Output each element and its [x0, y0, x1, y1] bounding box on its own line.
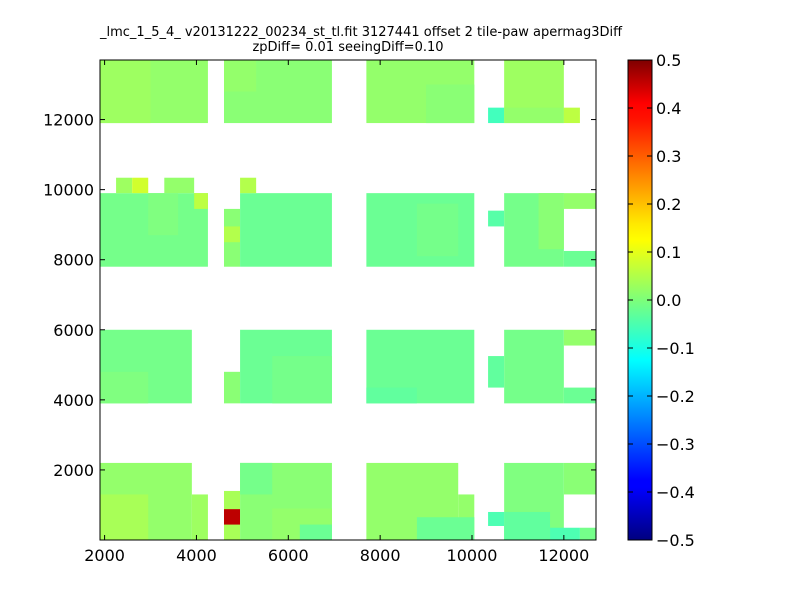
chart-title: _lmc_1_5_4_ v20131222_00234_st_tl.fit 31…	[100, 25, 623, 40]
heatmap-cell	[100, 60, 151, 124]
heatmap-cell	[504, 107, 564, 124]
x-tick-label: 6000	[268, 546, 309, 565]
colorbar-tick-label: −0.5	[656, 531, 695, 550]
heatmap-cell	[240, 193, 332, 267]
heatmap-cell	[416, 203, 459, 257]
colorbar-tick-label: 0.4	[656, 99, 681, 118]
y-tick-label: 12000	[43, 111, 94, 130]
heatmap-cell	[579, 527, 596, 540]
heatmap-cell	[240, 462, 273, 495]
y-axis: 2000 4000 6000 8000 10000 12000	[43, 111, 596, 480]
heatmap-cell	[504, 511, 551, 540]
colorbar-tick-label: −0.4	[656, 483, 695, 502]
heatmap-cell	[116, 177, 133, 194]
heatmap-cell	[194, 193, 208, 209]
heatmap-cell	[563, 329, 596, 346]
x-tick-label: 2000	[84, 546, 125, 565]
heatmap-cell	[240, 177, 257, 194]
heatmap-cell	[148, 193, 179, 236]
colorbar: 0.5 0.4 0.3 0.2 0.1 0.0 −0.1 −0.2 −0.3 −0.4 −0.5	[627, 51, 695, 550]
heatmap-cell	[563, 250, 596, 267]
x-axis: 2000 4000 6000 8000 10000 12000	[84, 60, 589, 565]
colorbar-tick-label: 0.2	[656, 195, 681, 214]
heatmap-cell	[550, 527, 580, 540]
y-tick-label: 2000	[53, 461, 94, 480]
heatmap-cell	[100, 494, 149, 540]
heatmap-cell	[426, 84, 475, 124]
heatmap-cell	[538, 193, 564, 250]
heatmap-cell	[224, 509, 241, 525]
chart-subtitle: zpDiff= 0.01 seeingDiff=0.10	[252, 40, 444, 55]
heatmap-cells	[100, 60, 596, 540]
colorbar-tick-label: −0.2	[656, 387, 695, 406]
heatmap-cell	[100, 371, 149, 404]
plot-border	[99, 59, 597, 541]
plot-frame	[99, 59, 597, 541]
heatmap-cell	[488, 210, 505, 227]
colorbar-tick-label: 0.5	[656, 51, 681, 70]
colorbar-tick-label: −0.3	[656, 435, 695, 454]
heatmap-cell	[272, 356, 332, 404]
heatmap-cell	[164, 177, 195, 194]
colorbar-tick-label: 0.0	[656, 291, 681, 310]
heatmap-cell	[563, 387, 596, 404]
heatmap-cell	[132, 177, 149, 194]
colorbar-tick-label: −0.1	[656, 339, 695, 358]
colorbar-tick-label: 0.3	[656, 147, 681, 166]
heatmap-cell	[488, 356, 505, 388]
heatmap-cell	[563, 107, 580, 124]
colorbar-tick-label: 0.1	[656, 243, 681, 262]
y-tick-label: 4000	[53, 391, 94, 410]
heatmap-cell	[224, 226, 241, 243]
heatmap-cell	[504, 329, 564, 404]
y-tick-label: 10000	[43, 181, 94, 200]
x-tick-label: 10000	[447, 546, 498, 565]
heatmap-cell	[488, 511, 505, 526]
heatmap-cell	[191, 494, 208, 540]
heatmap-cell	[224, 60, 257, 92]
heatmap-cell	[366, 387, 417, 404]
heatmap-cell	[224, 371, 241, 404]
y-tick-label: 6000	[53, 321, 94, 340]
heatmap-cell	[299, 524, 332, 540]
heatmap-cell	[488, 107, 505, 124]
heatmap-cell	[563, 193, 596, 209]
x-tick-label: 4000	[176, 546, 217, 565]
x-tick-label: 12000	[538, 546, 589, 565]
x-tick-label: 8000	[360, 546, 401, 565]
heatmap-cell	[563, 462, 596, 495]
y-tick-label: 8000	[53, 251, 94, 270]
heatmap-cell	[416, 517, 475, 540]
